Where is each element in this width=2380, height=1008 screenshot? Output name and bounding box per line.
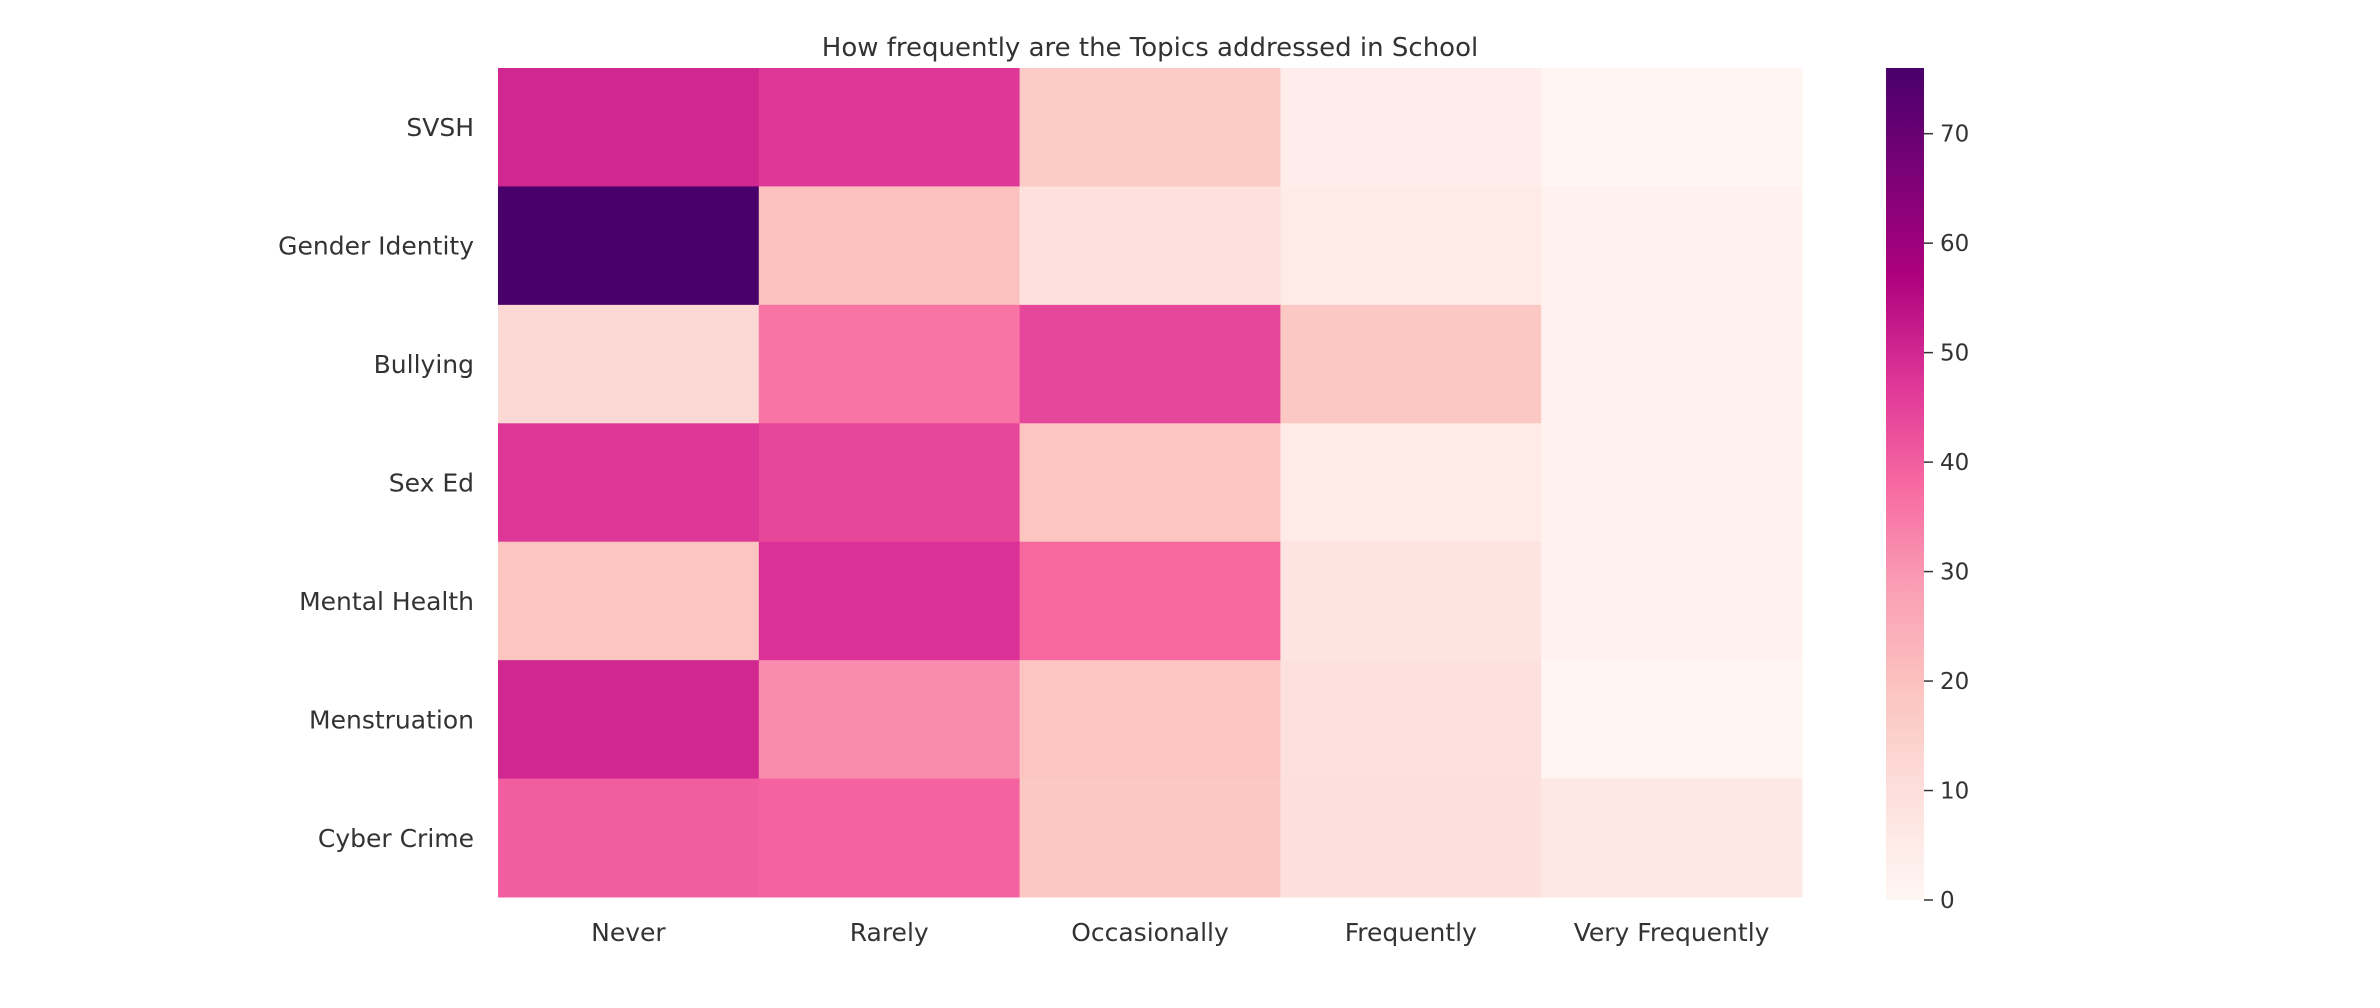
chart-title: How frequently are the Topics addressed … [822, 33, 1478, 63]
row-labels: SVSH Gender Identity Bullying Sex Ed Mental … [278, 113, 474, 853]
row-label: Gender Identity [278, 232, 474, 261]
row-label: Mental Health [299, 587, 474, 616]
heatmap-cell [1280, 541, 1542, 661]
colorbar-tick-label: 40 [1940, 450, 1969, 476]
heatmap-cell [1280, 304, 1542, 424]
heatmap-cell [1280, 68, 1542, 187]
colorbar-tick-label: 60 [1940, 231, 1969, 257]
column-label: Never [591, 918, 666, 947]
heatmap-cell [1019, 778, 1281, 898]
heatmap-cell [1541, 660, 1803, 780]
heatmap-cell [498, 68, 760, 187]
heatmap-cell [1541, 423, 1803, 543]
heatmap-cell [498, 304, 760, 424]
column-label: Frequently [1345, 918, 1477, 947]
heatmap-cell [1019, 186, 1281, 306]
heatmap-cell [1280, 186, 1542, 306]
heatmap-cell [1280, 423, 1542, 543]
heatmap-cell [498, 541, 760, 661]
column-label: Rarely [850, 918, 929, 947]
heatmap-cell [1541, 778, 1803, 898]
colorbar-ticks: 0 10 20 30 40 50 60 70 [1924, 122, 1969, 914]
heatmap-cell [1280, 660, 1542, 780]
row-label: Cyber Crime [318, 824, 474, 853]
row-label: Bullying [374, 350, 474, 379]
heatmap-cell [758, 541, 1021, 661]
heatmap-cell [758, 186, 1021, 306]
heatmap-cell [758, 304, 1021, 424]
heatmap-cell [758, 778, 1021, 898]
colorbar-tick-label: 70 [1940, 122, 1969, 148]
colorbar-tick-label: 20 [1940, 669, 1969, 695]
colorbar-tick-label: 50 [1940, 341, 1969, 367]
heatmap-cell [1541, 186, 1803, 306]
heatmap-cell [1541, 304, 1803, 424]
colorbar-tick-label: 10 [1940, 779, 1969, 805]
heatmap-cell [1541, 541, 1803, 661]
heatmap-cell [1280, 778, 1542, 898]
heatmap-cell [498, 778, 760, 898]
heatmap-cell [1019, 304, 1281, 424]
heatmap-cell [498, 660, 760, 780]
heatmap-cell [758, 660, 1021, 780]
column-labels: Never Rarely Occasionally Frequently Very Fr… [591, 918, 1770, 947]
colorbar [1886, 68, 1924, 900]
heatmap-cell [1019, 423, 1281, 543]
heatmap-cell [1541, 68, 1803, 187]
heatmap-cell [758, 68, 1021, 187]
heatmap-cell [1019, 660, 1281, 780]
row-label: SVSH [406, 113, 474, 142]
heatmap-cell [1019, 541, 1281, 661]
column-label: Occasionally [1071, 918, 1229, 947]
heatmap-cells [498, 68, 1803, 898]
heatmap-cell [1019, 68, 1281, 187]
heatmap-cell [758, 423, 1021, 543]
colorbar-tick-label: 0 [1940, 888, 1955, 914]
heatmap-cell [498, 423, 760, 543]
colorbar-tick-label: 30 [1940, 560, 1969, 586]
heatmap-cell [498, 186, 760, 306]
row-label: Menstruation [309, 705, 474, 734]
row-label: Sex Ed [389, 469, 474, 498]
column-label: Very Frequently [1574, 918, 1770, 947]
